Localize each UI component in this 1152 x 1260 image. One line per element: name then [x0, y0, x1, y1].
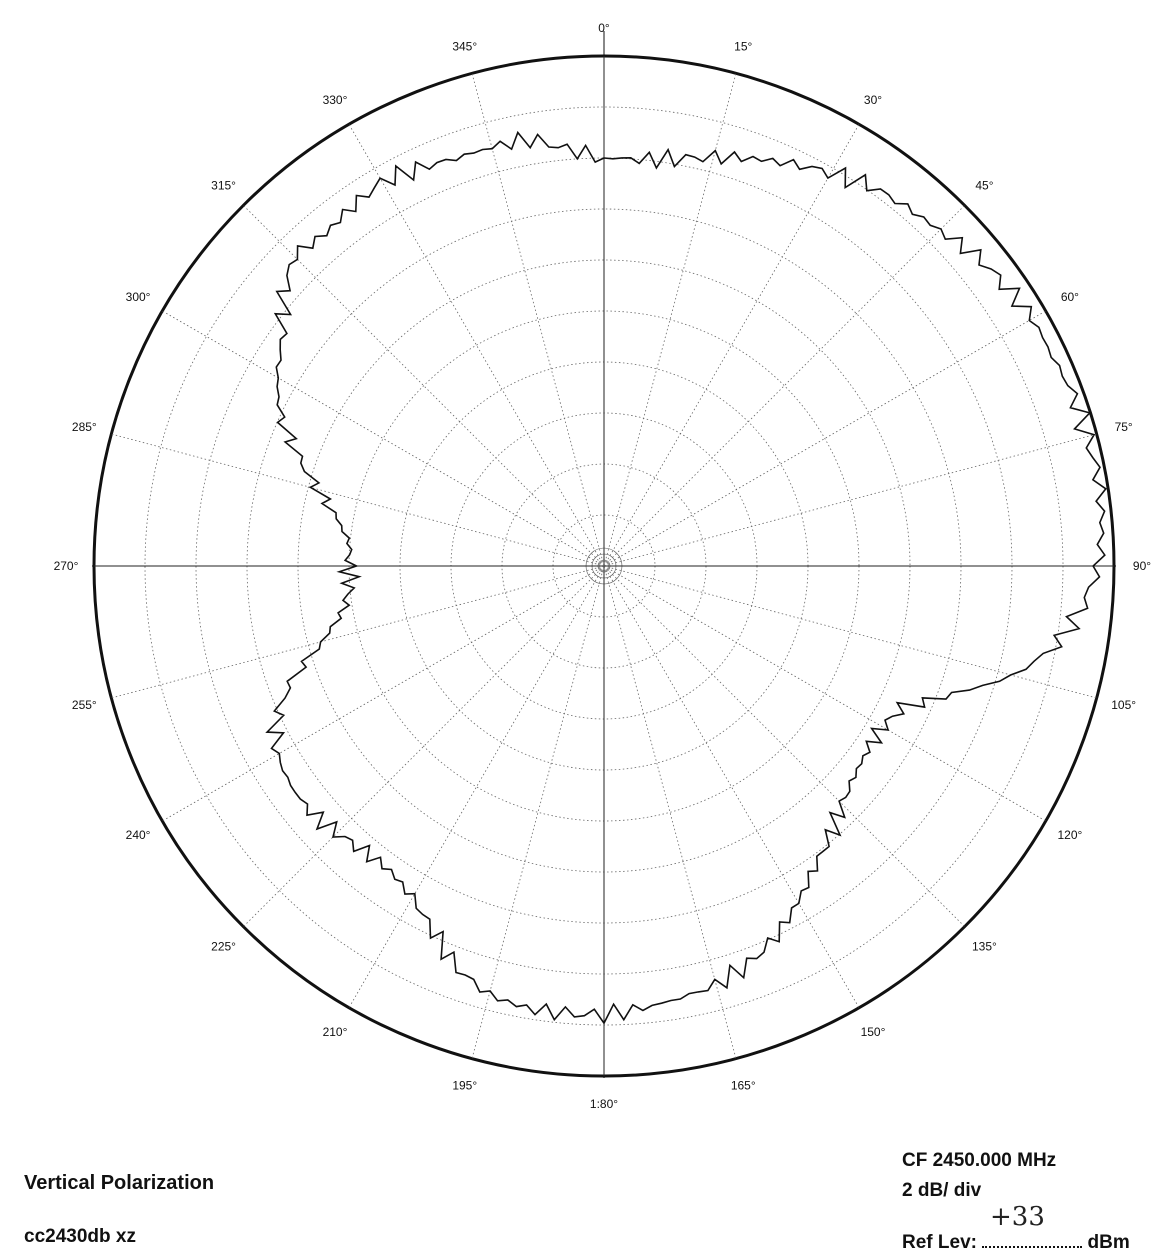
angle-spoke: [603, 565, 1046, 822]
angle-tick-label: 225°: [211, 939, 236, 953]
ref-level-blank: [982, 1246, 1083, 1248]
angle-tick-label: 255°: [72, 698, 97, 712]
angle-tick-label: 105°: [1111, 698, 1136, 712]
angle-tick-label: 90°: [1133, 559, 1151, 573]
polar-chart: 0° 15° 30° 45° 60° 75° 90° 105° 120° 135° 150° 165°…: [54, 21, 1152, 1111]
angle-spoke: [243, 205, 605, 567]
angle-tick-label: 300°: [126, 290, 151, 304]
angle-spoke: [603, 565, 965, 927]
file-name-label: cc2430db xz: [24, 1226, 136, 1247]
angle-spoke: [471, 73, 605, 567]
ref-level-label: Ref Lev:: [902, 1232, 977, 1253]
angle-tick-label: 45°: [975, 179, 993, 193]
angle-spoke: [243, 565, 605, 927]
angle-tick-label: 315°: [211, 179, 236, 193]
angle-tick-label: 330°: [323, 93, 348, 107]
angle-tick-label: 345°: [452, 39, 477, 53]
angle-labels: 0° 15° 30° 45° 60° 75° 90° 105° 120° 135° 150° 165°…: [54, 21, 1152, 1111]
ref-level-handwritten-value: +33: [990, 1202, 1045, 1232]
angle-tick-label: 75°: [1115, 420, 1133, 434]
angle-spoke: [162, 310, 605, 567]
angle-spoke: [603, 310, 1046, 567]
reference-level-line: Ref Lev: +33 dBm: [902, 1202, 1130, 1254]
angle-tick-label: 60°: [1061, 290, 1079, 304]
angle-tick-label: 165°: [731, 1079, 756, 1093]
angle-tick-label: 0°: [598, 21, 610, 35]
angle-spoke: [162, 565, 605, 822]
angle-spoke: [603, 205, 965, 567]
angle-tick-label: 15°: [734, 39, 752, 53]
angle-spoke: [603, 73, 737, 567]
angle-spoke: [348, 124, 605, 567]
polarization-label: Vertical Polarization: [24, 1172, 215, 1194]
angle-tick-label: 120°: [1058, 828, 1083, 842]
angle-spoke: [471, 565, 605, 1059]
angle-tick-label: 285°: [72, 420, 97, 434]
angle-spoke: [603, 565, 737, 1059]
scale-label: 2 dB/ div: [902, 1180, 982, 1201]
angle-spoke: [111, 565, 605, 699]
angle-tick-label: 30°: [864, 93, 882, 107]
angle-spoke: [603, 433, 1097, 567]
angle-spoke: [603, 565, 860, 1008]
radiation-pattern-trace: [265, 130, 1107, 1025]
angle-spoke: [348, 565, 605, 1008]
angle-tick-label: 240°: [126, 828, 151, 842]
angle-tick-label: 210°: [323, 1025, 348, 1039]
angle-tick-label: 150°: [861, 1025, 886, 1039]
angle-spoke: [603, 124, 860, 567]
angle-tick-label: 195°: [452, 1079, 477, 1093]
angle-spoke: [603, 565, 1097, 699]
ref-level-unit: dBm: [1087, 1232, 1130, 1253]
angle-spoke: [111, 433, 605, 567]
polar-grid: [92, 31, 1116, 1078]
angle-tick-label: 135°: [972, 939, 997, 953]
angle-tick-label: 1:80°: [590, 1097, 618, 1111]
angle-tick-label: 270°: [54, 559, 79, 573]
center-frequency-label: CF 2450.000 MHz: [902, 1150, 1057, 1171]
